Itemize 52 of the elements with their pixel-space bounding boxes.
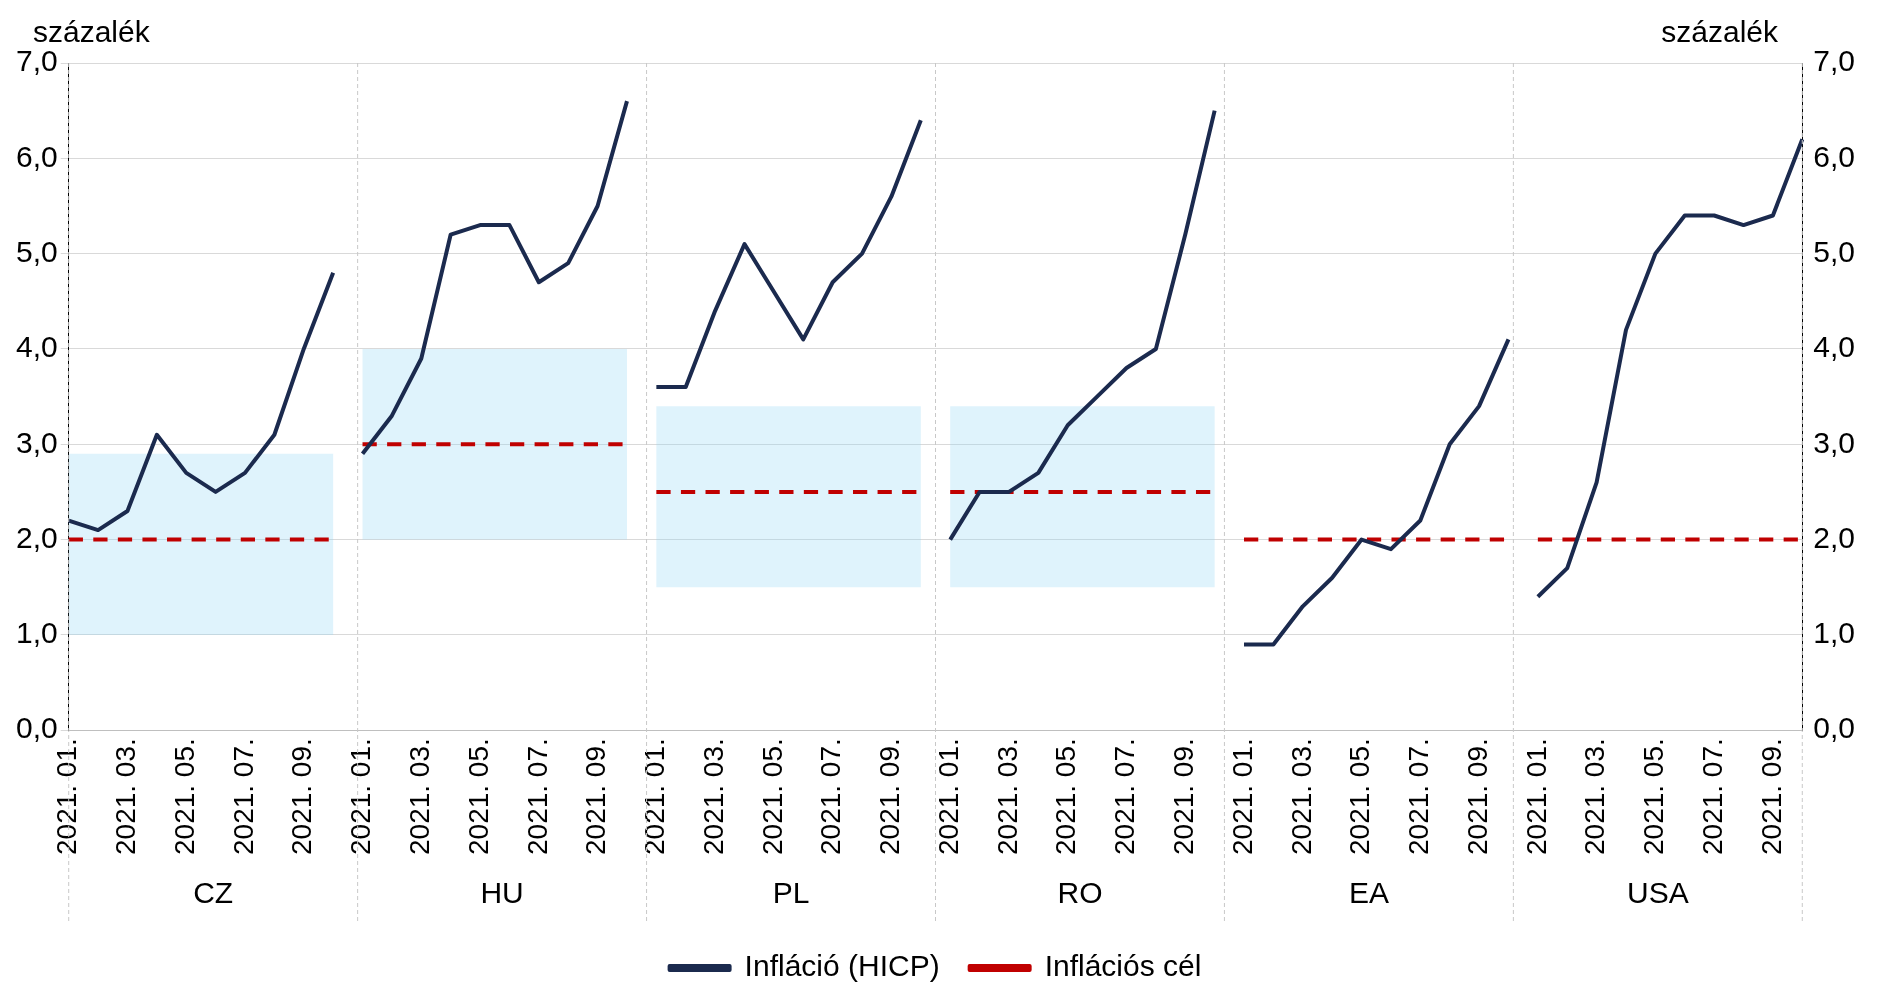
x-tick-label: 2021. 09. bbox=[580, 738, 612, 856]
text: PL bbox=[772, 876, 810, 910]
x-tick-label: 2021. 09. bbox=[286, 738, 318, 856]
x-tick-label: 2021. 03. bbox=[1579, 738, 1611, 856]
x-tick-label: 2021. 03. bbox=[404, 738, 436, 856]
y-tick-label: 6,0 bbox=[15, 139, 58, 173]
x-tick-label: 2021. 05. bbox=[1050, 738, 1082, 856]
text: EA bbox=[1348, 876, 1389, 910]
y2-tick-label: 2,0 bbox=[1813, 520, 1856, 554]
x-tick-label: 2021. 05. bbox=[1638, 738, 1670, 856]
x-tick-label: 2021. 09. bbox=[874, 738, 906, 856]
y2-tick-label: 5,0 bbox=[1813, 234, 1856, 268]
y-tick-label: 2,0 bbox=[15, 520, 58, 554]
x-tick-label: 2021. 05. bbox=[168, 738, 200, 856]
y2-tick-label: 1,0 bbox=[1813, 616, 1856, 650]
x-tick-label: 2021. 05. bbox=[756, 738, 788, 856]
y-tick-label: 4,0 bbox=[15, 330, 58, 364]
y2-tick-label: 7,0 bbox=[1813, 44, 1856, 78]
x-tick-label: 2021. 05. bbox=[1344, 738, 1376, 856]
x-tick-label: 2021. 07. bbox=[1696, 738, 1728, 856]
text: CZ bbox=[193, 876, 234, 910]
y-tick-label: 3,0 bbox=[15, 425, 58, 459]
text: RO bbox=[1057, 876, 1103, 910]
x-tick-label: 2021. 01. bbox=[1520, 738, 1552, 856]
x-tick-label: 2021. 03. bbox=[697, 738, 729, 856]
x-tick-label: 2021. 07. bbox=[815, 738, 847, 856]
y2-axis-title: százalék bbox=[1661, 15, 1779, 49]
x-tick-label: 2021. 03. bbox=[110, 738, 142, 856]
y2-tick-label: 3,0 bbox=[1813, 425, 1856, 459]
x-tick-label: 2021. 07. bbox=[1109, 738, 1141, 856]
x-tick-label: 2021. 07. bbox=[521, 738, 553, 856]
y2-tick-label: 4,0 bbox=[1813, 330, 1856, 364]
x-tick-label: 2021. 05. bbox=[462, 738, 494, 856]
x-tick-label: 2021. 03. bbox=[991, 738, 1023, 856]
legend-label: Inflációs cél bbox=[1044, 949, 1202, 983]
legend-label: Infláció (HICP) bbox=[744, 949, 940, 983]
y-tick-label: 5,0 bbox=[15, 234, 58, 268]
x-tick-label: 2021. 01. bbox=[932, 738, 964, 856]
x-tick-label: 2021. 03. bbox=[1285, 738, 1317, 856]
x-tick-label: 2021. 09. bbox=[1755, 738, 1787, 856]
x-tick-label: 2021. 01. bbox=[345, 738, 377, 856]
x-tick-label: 2021. 07. bbox=[1403, 738, 1435, 856]
x-tick-label: 2021. 09. bbox=[1461, 738, 1493, 856]
x-tick-label: 2021. 09. bbox=[1167, 738, 1199, 856]
text: USA bbox=[1626, 876, 1689, 910]
y-tick-label: 1,0 bbox=[15, 616, 58, 650]
y2-tick-label: 0,0 bbox=[1813, 711, 1856, 745]
x-tick-label: 2021. 01. bbox=[639, 738, 671, 856]
text: HU bbox=[480, 876, 524, 910]
x-tick-label: 2021. 01. bbox=[1226, 738, 1258, 856]
x-tick-label: 2021. 07. bbox=[227, 738, 259, 856]
y2-tick-label: 6,0 bbox=[1813, 139, 1856, 173]
